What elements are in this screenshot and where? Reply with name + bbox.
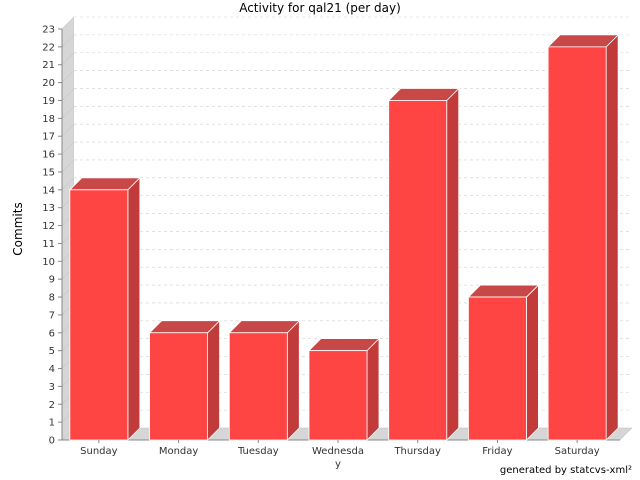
bar-wednesday [308,350,368,441]
bar-saturday [547,46,607,441]
bar-side-thursday [446,87,460,441]
generator-credit: generated by statcvs-xml² [499,465,632,476]
bar-side-monday [207,319,220,441]
bar-friday [468,296,527,441]
y-tick-label: 12 [42,221,55,232]
x-tick-label-monday: Monday [159,446,199,457]
y-tick-label: 2 [49,400,55,411]
bar-thursday [388,100,448,441]
bar-top-tuesday [228,320,301,334]
y-tick-label: 19 [42,96,55,107]
bar-top-saturday [547,34,620,48]
bar-top-monday [148,320,221,334]
bar-top-sunday [68,177,141,191]
x-tick-label-sunday: Sunday [80,446,117,457]
bar-side-wednesday [366,337,380,441]
y-tick-label: 13 [42,203,55,214]
gridline-diagonal [61,34,75,48]
x-tick-label-thursday: Thursday [393,446,441,457]
gridline-diagonal [61,177,75,191]
y-tick-label: 10 [42,257,55,268]
y-tick-label: 6 [49,328,55,339]
y-tick-label: 21 [42,60,55,71]
y-tick-label: 5 [49,346,55,357]
y-tick-label: 14 [42,185,55,196]
gridline-diagonal [61,124,75,137]
gridline-diagonal [61,16,75,30]
bar-side-friday [526,284,539,441]
bar-side-sunday [127,176,141,441]
x-tick-label-friday: Friday [482,446,512,457]
gridline-diagonal [61,88,75,101]
y-tick-label: 9 [49,275,55,286]
bar-sunday [69,189,129,441]
y-tick-label: 23 [42,25,55,36]
x-tick-label-tuesday: Tuesday [237,446,279,457]
bar-top-wednesday [308,338,380,352]
gridline-diagonal [61,52,75,65]
gridline-diagonal [61,141,75,155]
bar-side-saturday [605,33,619,441]
y-tick-label: 22 [42,42,55,53]
y-tick-label: 7 [49,310,55,321]
bar-side-tuesday [286,319,300,441]
bar-tuesday [228,332,288,441]
y-tick-label: 16 [42,150,55,161]
gridline-diagonal [61,159,75,173]
x-tick-label-wednesday: Wednesda y [312,446,364,470]
y-tick-label: 3 [49,382,55,393]
y-tick-label: 4 [49,364,55,375]
x-tick-label-saturday: Saturday [555,446,600,457]
y-tick-label: 1 [49,418,55,429]
bar-top-thursday [387,88,460,101]
y-tick-label: 20 [42,78,55,89]
gridline-diagonal [61,70,75,83]
gridline-diagonal [61,106,75,119]
bar-monday [149,332,208,441]
y-tick-label: 15 [42,167,55,178]
y-tick-label: 17 [42,132,55,143]
chart-title: Activity for qal21 (per day) [239,1,401,15]
y-tick-label: 18 [42,114,55,125]
y-tick-label: 11 [42,239,55,250]
bar-top-friday [467,284,540,298]
y-tick-label: 0 [49,436,55,447]
y-tick-label: 8 [49,293,55,304]
